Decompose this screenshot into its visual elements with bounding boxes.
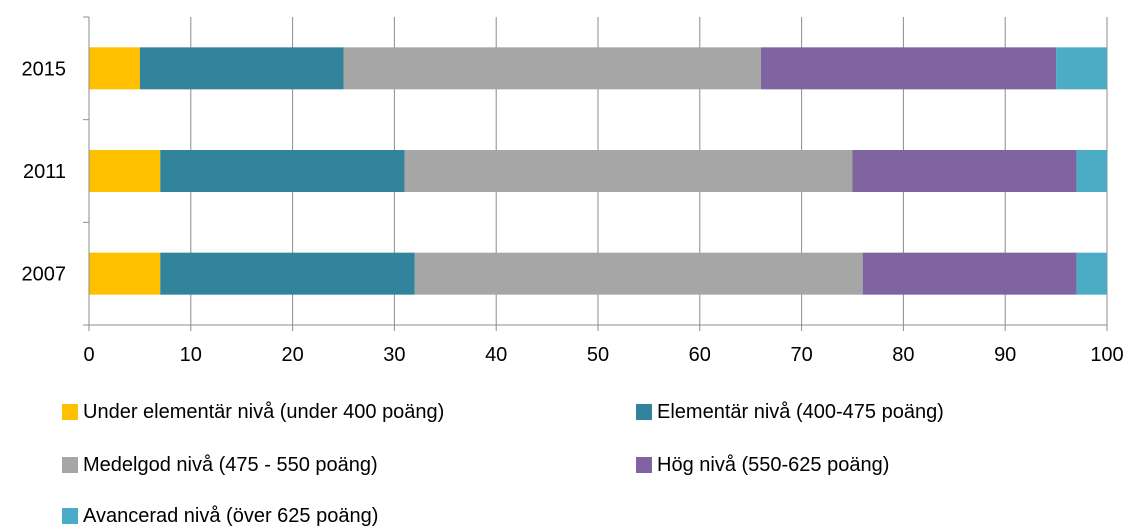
- bar-2011-segment-2: [404, 150, 853, 192]
- x-tick-labels: 0 10 20 30 40 50 60 70 80 90 100: [83, 344, 1123, 366]
- x-tick-label: 20: [281, 344, 303, 366]
- bar-2007-segment-3: [862, 252, 1077, 295]
- y-tick-labels: 2015 2011 2007: [22, 58, 67, 285]
- x-tick-label: 80: [892, 344, 914, 366]
- x-tick-label: 30: [383, 344, 405, 366]
- x-tick-label: 60: [689, 344, 711, 366]
- y-tick-label: 2011: [23, 161, 66, 183]
- bar-2015-segment-3: [760, 47, 1057, 90]
- bar-2015-segment-1: [139, 47, 344, 90]
- bar-2011-segment-3: [852, 150, 1077, 192]
- bar-2011-segment-4: [1076, 150, 1107, 192]
- bar-2007-segment-1: [160, 252, 415, 295]
- x-tick-label: 90: [994, 344, 1016, 366]
- bar-2007-segment-2: [414, 252, 863, 295]
- x-tick-label: 10: [180, 344, 202, 366]
- bar-2011-segment-1: [160, 150, 405, 192]
- bar-2007-segment-4: [1076, 252, 1107, 295]
- bar-2007-segment-0: [89, 252, 161, 295]
- bar-2015-segment-2: [343, 47, 761, 90]
- x-tick-label: 100: [1090, 344, 1123, 366]
- x-tick-label: 0: [83, 344, 94, 366]
- y-tick-label: 2007: [22, 264, 67, 286]
- x-tick-label: 70: [790, 344, 812, 366]
- y-tick-label: 2015: [22, 58, 67, 80]
- bar-2015-segment-4: [1056, 47, 1107, 90]
- bar-2015-segment-0: [89, 47, 140, 90]
- bars: [89, 47, 1107, 295]
- axes: [83, 16, 1108, 331]
- bar-2011-segment-0: [89, 150, 161, 192]
- x-tick-label: 40: [485, 344, 507, 366]
- x-tick-label: 50: [587, 344, 609, 366]
